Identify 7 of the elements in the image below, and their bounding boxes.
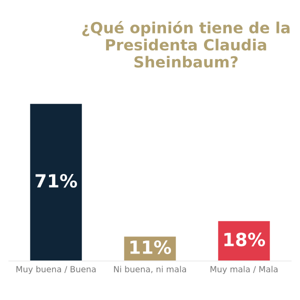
x-tick-label: Ni buena, ni mala bbox=[114, 266, 186, 274]
x-tick-label: Muy mala / Mala bbox=[210, 266, 278, 274]
data-label: 18% bbox=[224, 232, 266, 246]
chart-title: ¿Qué opinión tiene de la Presidenta Claudia Sheinbaum? bbox=[82, 21, 290, 68]
x-tick-label: Muy buena / Buena bbox=[16, 266, 96, 274]
data-label: 11% bbox=[130, 240, 172, 254]
data-label: 71% bbox=[36, 174, 78, 188]
